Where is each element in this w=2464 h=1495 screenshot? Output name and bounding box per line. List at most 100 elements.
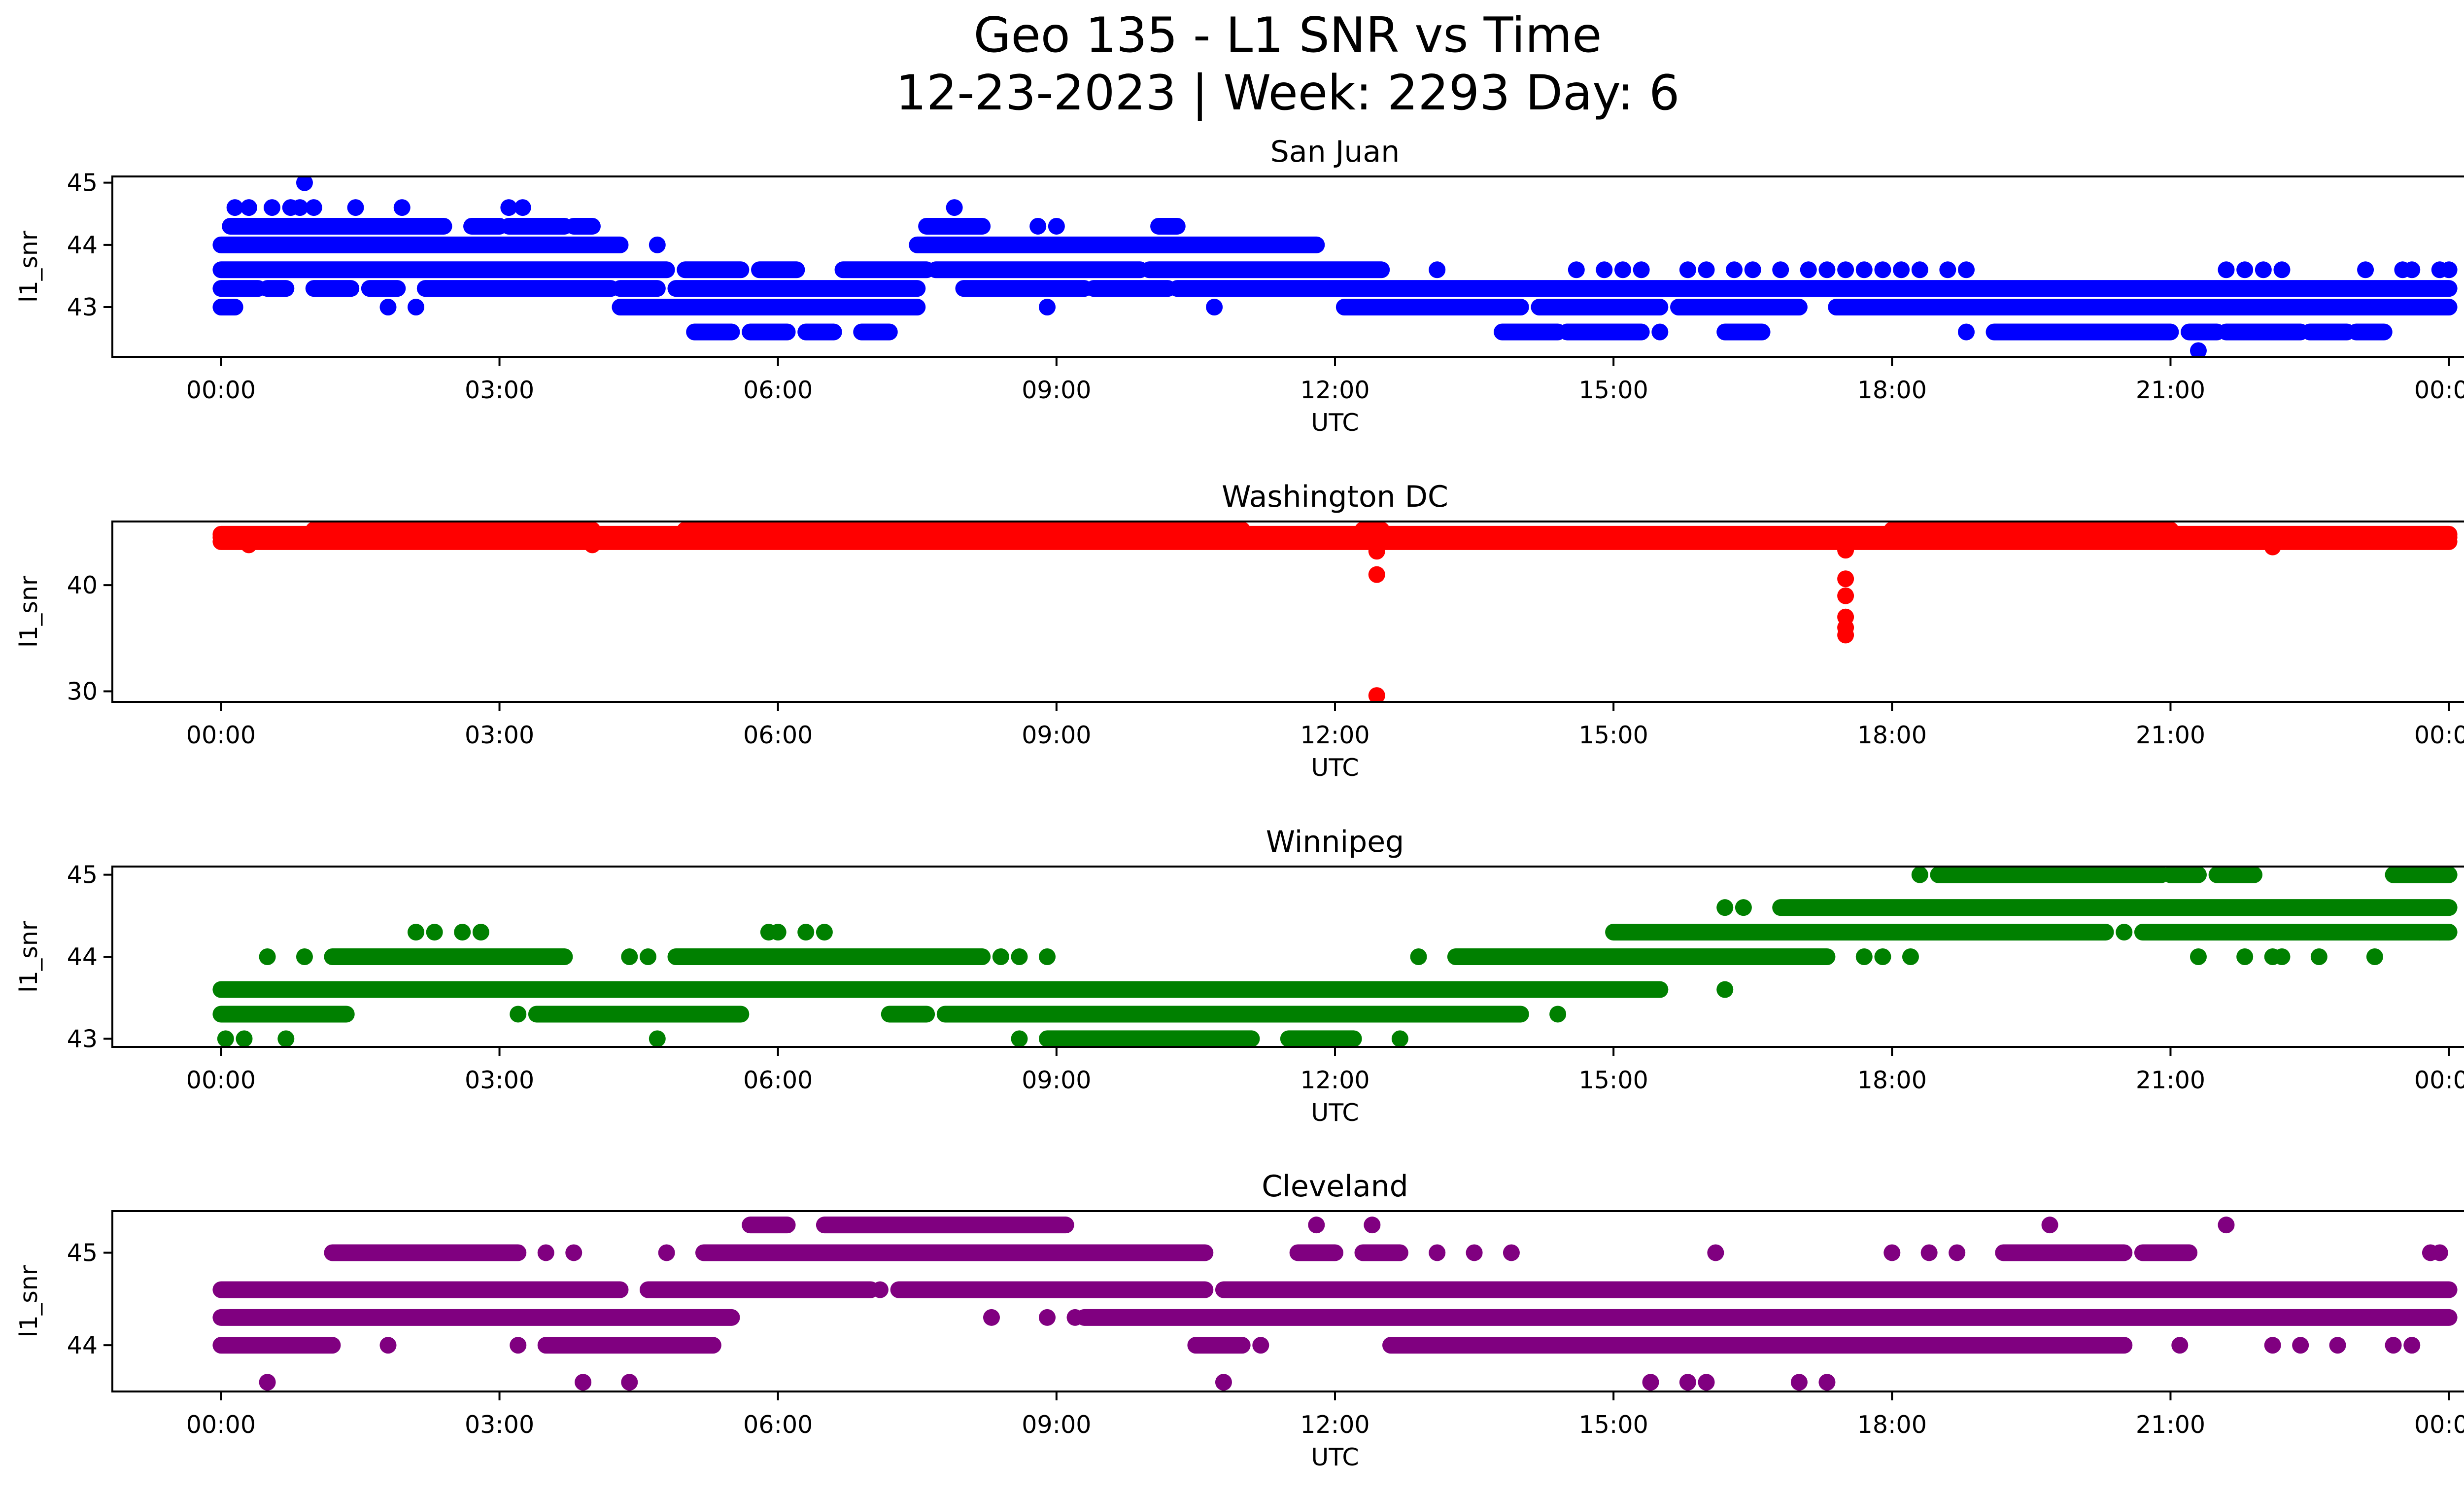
subplot-title-winnipeg: Winnipeg <box>1266 825 1404 859</box>
point-cleveland-2 <box>510 1337 527 1354</box>
x-tick-label-san-juan-3: 09:00 <box>1022 376 1091 404</box>
x-tick-label-cleveland-0: 00:00 <box>186 1411 256 1439</box>
point-winnipeg-36 <box>2310 948 2327 965</box>
subplots: 00:00 03:00 06:00 09:00 12:00 15:00 18:00 21:00… <box>15 135 2464 1471</box>
y-axis-label-washington-dc: l1_snr <box>15 575 43 648</box>
point-san-juan-17 <box>1039 299 1056 316</box>
point-washington-dc-9 <box>240 536 257 554</box>
point-winnipeg-8 <box>472 924 489 941</box>
x-tick-label-washington-dc-1: 03:00 <box>465 721 534 749</box>
point-winnipeg-32 <box>2190 948 2207 965</box>
point-cleveland-19 <box>1642 1374 1659 1391</box>
point-cleveland-18 <box>1503 1244 1520 1261</box>
point-cleveland-3 <box>537 1244 554 1261</box>
points-san-juan <box>212 176 2458 357</box>
point-winnipeg-28 <box>1874 948 1891 965</box>
point-san-juan-32 <box>1855 261 1873 278</box>
point-san-juan-47 <box>1651 323 1669 341</box>
point-san-juan-20 <box>1568 261 1585 278</box>
point-cleveland-16 <box>1429 1244 1446 1261</box>
x-tick-label-cleveland-3: 09:00 <box>1022 1411 1091 1439</box>
point-cleveland-14 <box>1364 1217 1381 1234</box>
point-cleveland-15 <box>1252 1337 1269 1354</box>
panel-san-juan: 00:00 03:00 06:00 09:00 12:00 15:00 18:00 21:00… <box>15 135 2464 437</box>
point-winnipeg-9 <box>510 1006 527 1023</box>
point-cleveland-30 <box>2218 1217 2235 1234</box>
point-winnipeg-16 <box>816 924 833 941</box>
point-cleveland-11 <box>1066 1309 1084 1326</box>
point-san-juan-46 <box>2440 261 2458 278</box>
point-winnipeg-23 <box>1549 1006 1567 1023</box>
point-cleveland-26 <box>1920 1244 1938 1261</box>
x-tick-label-san-juan-4: 12:00 <box>1300 376 1369 404</box>
point-cleveland-8 <box>871 1281 889 1298</box>
y-tick-label-washington-dc-1: 40 <box>67 571 98 599</box>
point-washington-dc-11 <box>2264 538 2281 556</box>
point-cleveland-13 <box>1308 1217 1325 1234</box>
point-winnipeg-1 <box>236 1030 253 1047</box>
x-tick-label-winnipeg-4: 12:00 <box>1300 1066 1369 1094</box>
point-winnipeg-33 <box>2236 948 2254 965</box>
x-tick-label-cleveland-5: 15:00 <box>1579 1411 1648 1439</box>
x-tick-label-washington-dc-7: 21:00 <box>2136 721 2205 749</box>
panel-cleveland: 00:00 03:00 06:00 09:00 12:00 15:00 18:00 21:00… <box>15 1169 2464 1471</box>
point-san-juan-28 <box>1772 261 1789 278</box>
point-washington-dc-2 <box>1368 687 1385 702</box>
point-san-juan-10 <box>514 199 531 216</box>
subplot-title-washington-dc: Washington DC <box>1222 480 1448 514</box>
point-winnipeg-3 <box>259 948 276 965</box>
point-san-juan-11 <box>649 236 666 253</box>
point-cleveland-34 <box>2385 1337 2402 1354</box>
point-san-juan-2 <box>264 199 281 216</box>
panel-washington-dc: 00:00 03:00 06:00 09:00 12:00 15:00 18:00 21:00… <box>15 480 2464 782</box>
point-cleveland-37 <box>2431 1244 2448 1261</box>
subplot-title-san-juan: San Juan <box>1270 135 1400 169</box>
x-tick-label-washington-dc-3: 09:00 <box>1022 721 1091 749</box>
x-tick-label-winnipeg-3: 09:00 <box>1022 1066 1091 1094</box>
point-winnipeg-5 <box>408 924 425 941</box>
point-cleveland-1 <box>379 1337 397 1354</box>
point-san-juan-48 <box>1958 323 1975 341</box>
point-san-juan-13 <box>1029 217 1047 235</box>
point-san-juan-31 <box>1837 261 1854 278</box>
point-cleveland-9 <box>983 1309 1000 1326</box>
x-tick-label-winnipeg-1: 03:00 <box>465 1066 534 1094</box>
point-cleveland-31 <box>2264 1337 2281 1354</box>
point-san-juan-1 <box>240 199 257 216</box>
point-cleveland-23 <box>1790 1374 1808 1391</box>
x-tick-label-san-juan-7: 21:00 <box>2136 376 2205 404</box>
axes-frame-cleveland <box>111 1210 2464 1392</box>
point-san-juan-9 <box>500 199 517 216</box>
y-tick-label-winnipeg-0: 43 <box>67 1025 98 1053</box>
x-tick-label-san-juan-8: 00:00 <box>2414 376 2464 404</box>
point-winnipeg-38 <box>2431 924 2448 941</box>
y-tick-label-washington-dc-0: 30 <box>67 677 98 705</box>
y-tick-label-san-juan-2: 45 <box>67 169 98 197</box>
point-cleveland-33 <box>2329 1337 2346 1354</box>
x-tick-label-winnipeg-0: 00:00 <box>186 1066 256 1094</box>
point-winnipeg-30 <box>1911 867 1928 883</box>
point-winnipeg-14 <box>769 924 787 941</box>
point-winnipeg-4 <box>296 948 313 965</box>
point-cleveland-20 <box>1679 1374 1696 1391</box>
point-san-juan-37 <box>1958 261 1975 278</box>
point-cleveland-21 <box>1698 1374 1715 1391</box>
point-san-juan-34 <box>1893 261 1910 278</box>
y-tick-label-winnipeg-1: 44 <box>67 943 98 971</box>
points-cleveland <box>212 1217 2458 1391</box>
point-san-juan-42 <box>2357 261 2374 278</box>
point-winnipeg-17 <box>992 948 1009 965</box>
point-san-juan-35 <box>1911 261 1928 278</box>
x-tick-label-washington-dc-6: 18:00 <box>1857 721 1927 749</box>
point-san-juan-25 <box>1698 261 1715 278</box>
point-san-juan-24 <box>1679 261 1696 278</box>
point-winnipeg-21 <box>1391 1030 1408 1047</box>
point-san-juan-21 <box>1596 261 1613 278</box>
x-tick-label-cleveland-7: 21:00 <box>2136 1411 2205 1439</box>
y-axis-label-winnipeg: l1_snr <box>15 920 43 993</box>
y-tick-label-cleveland-1: 45 <box>67 1239 98 1267</box>
point-cleveland-35 <box>2403 1337 2421 1354</box>
point-san-juan-22 <box>1614 261 1631 278</box>
x-tick-label-cleveland-2: 06:00 <box>743 1411 813 1439</box>
